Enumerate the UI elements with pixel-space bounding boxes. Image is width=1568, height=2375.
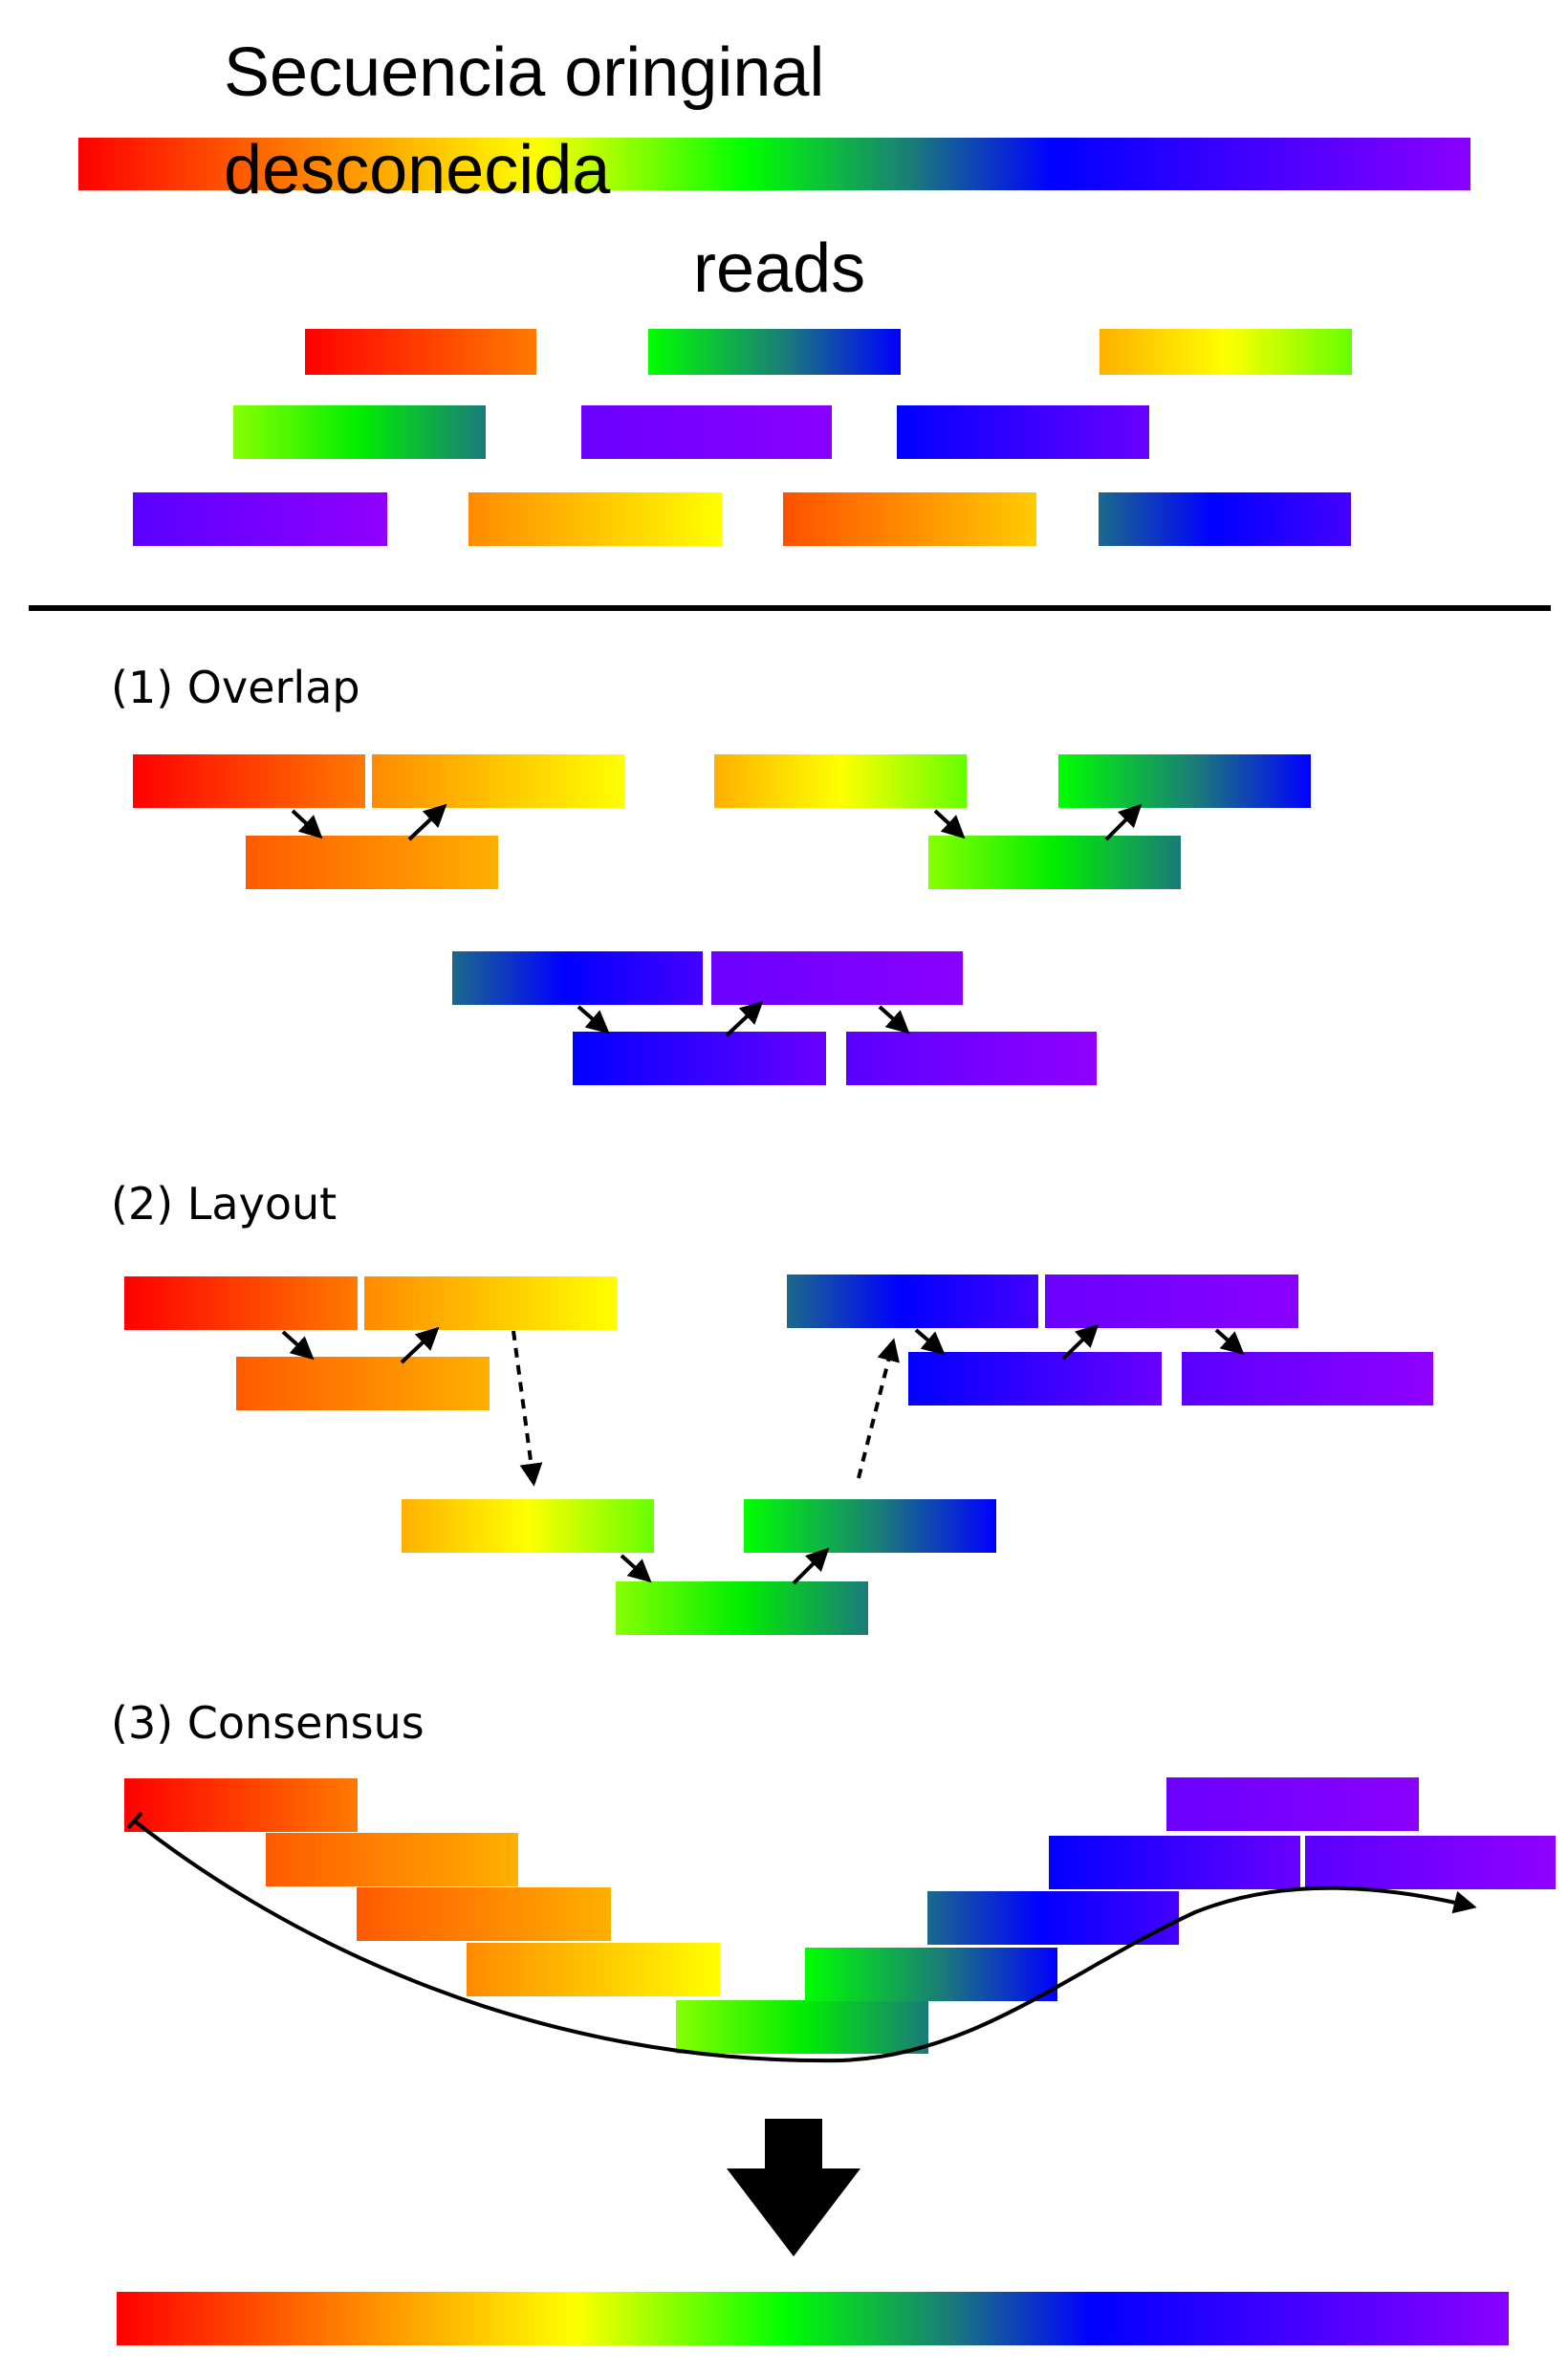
consensus-path-start-tick [126,1811,143,1830]
read [927,1891,1179,1945]
layout-section [124,1275,1433,1635]
read [357,1887,611,1941]
overlap-arrow [792,1547,830,1585]
overlap-arrow [878,1005,910,1035]
read [1182,1352,1433,1405]
read [372,754,624,808]
overlap-arrow [1104,803,1143,841]
overlap-arrow [407,803,447,841]
reads-label: reads [693,230,866,307]
read [402,1499,654,1553]
overlap-arrow [291,809,323,839]
read [744,1499,996,1553]
step-overlap-label: (1) Overlap [111,662,360,713]
read [616,1581,868,1635]
overlap-arrow [1061,1323,1100,1361]
read [1049,1836,1300,1889]
read [133,492,387,546]
overlap-arrow [620,1554,652,1583]
read [1305,1836,1556,1889]
assembled-sequence-bar [117,2292,1509,2345]
title-line-2: desconecida [224,132,611,208]
overlap-arrow [400,1326,440,1364]
layout-dashed-arrow [857,1338,900,1479]
read [573,1032,826,1085]
read [1166,1777,1419,1831]
read [928,836,1181,889]
read [1099,492,1351,546]
step-layout-label: (2) Layout [111,1178,338,1230]
read [266,1833,518,1886]
overlap-arrow [281,1330,315,1361]
read [1045,1275,1298,1328]
read [805,1948,1057,2001]
read [233,405,486,459]
overlap-arrow [933,809,966,839]
read [1100,329,1352,375]
consensus-path [132,1819,1477,2063]
read [124,1276,358,1330]
read [908,1352,1162,1405]
layout-dashed-arrow [512,1330,543,1487]
read [711,951,963,1005]
read [648,329,901,375]
read [452,951,703,1005]
title-line-1: Secuencia oringinal [224,34,825,111]
overlap-arrow [577,1005,610,1035]
reads-group [133,329,1352,546]
read [468,492,722,546]
overlap-section [133,754,1311,1085]
read [236,1357,490,1410]
read [467,1943,720,1996]
result-down-arrow [727,2119,860,2256]
read [364,1276,617,1330]
read [305,329,536,375]
step-consensus-label: (3) Consensus [111,1697,425,1749]
read [581,405,832,459]
read [897,405,1149,459]
read [783,492,1036,546]
original-sequence-bar [78,138,1470,190]
read [246,836,498,889]
read [787,1275,1038,1328]
read [133,754,365,808]
read [846,1032,1097,1085]
overlap-arrow [725,1000,764,1037]
read [1058,754,1311,808]
read [714,754,967,808]
consensus-section [124,1777,1556,2063]
read [124,1778,358,1832]
overlap-arrow [1214,1328,1245,1356]
overlap-arrow [914,1328,946,1356]
read [676,2000,928,2054]
